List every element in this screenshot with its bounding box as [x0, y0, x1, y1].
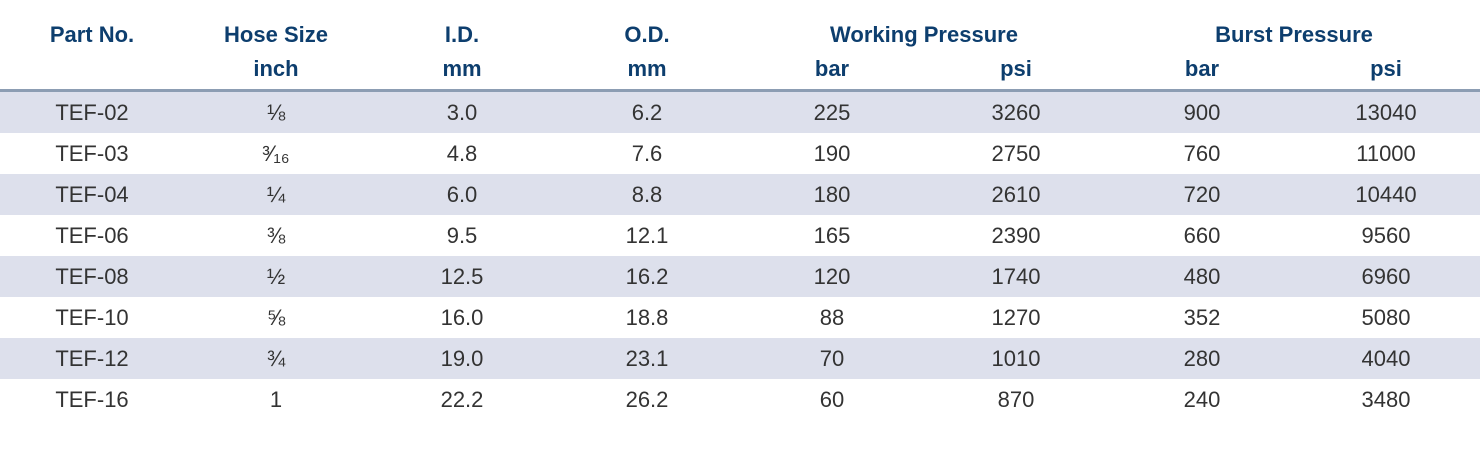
header-working-pressure: Working Pressure: [830, 22, 1018, 47]
cell-id: 22.2: [440, 387, 484, 412]
table-row: TEF-12 ¾ 19.0 23.1 70 1010 280 4040: [0, 338, 1480, 379]
table-row: TEF-04 ¼ 6.0 8.8 180 2610 720 10440: [0, 174, 1480, 215]
header-od-unit: mm: [627, 56, 667, 81]
cell-hose-size: ½: [266, 264, 286, 289]
cell-od: 26.2: [625, 387, 669, 412]
cell-part-no: TEF-04: [55, 182, 129, 207]
cell-od: 12.1: [625, 223, 669, 248]
header-part-no: Part No.: [49, 22, 135, 47]
cell-id: 16.0: [440, 305, 484, 330]
cell-burst-bar: 660: [1183, 223, 1221, 248]
cell-hose-size: ⅛: [266, 100, 286, 125]
cell-hose-size: ⅝: [266, 305, 286, 330]
cell-burst-psi: 6960: [1361, 264, 1411, 289]
cell-hose-size: 1: [269, 387, 283, 412]
cell-id: 3.0: [446, 100, 478, 125]
header-od: O.D.: [624, 22, 670, 47]
cell-working-psi: 2750: [991, 141, 1041, 166]
cell-part-no: TEF-10: [55, 305, 129, 330]
cell-od: 18.8: [625, 305, 669, 330]
cell-working-bar: 60: [819, 387, 845, 412]
cell-hose-size: ⅜: [266, 223, 286, 248]
cell-burst-bar: 240: [1183, 387, 1221, 412]
header-id: I.D.: [444, 22, 480, 47]
cell-working-psi: 1740: [991, 264, 1041, 289]
cell-working-bar: 88: [819, 305, 845, 330]
cell-od: 23.1: [625, 346, 669, 371]
cell-burst-psi: 3480: [1361, 387, 1411, 412]
cell-working-bar: 225: [813, 100, 851, 125]
cell-id: 6.0: [446, 182, 478, 207]
header-id-unit: mm: [442, 56, 482, 81]
cell-burst-bar: 280: [1183, 346, 1221, 371]
cell-burst-bar: 900: [1183, 100, 1221, 125]
cell-burst-bar: 480: [1183, 264, 1221, 289]
cell-od: 16.2: [625, 264, 669, 289]
cell-working-psi: 2390: [991, 223, 1041, 248]
cell-working-bar: 190: [813, 141, 851, 166]
cell-burst-psi: 10440: [1355, 182, 1417, 207]
cell-burst-psi: 11000: [1356, 141, 1416, 166]
cell-od: 6.2: [631, 100, 663, 125]
cell-working-bar: 165: [813, 223, 851, 248]
cell-burst-bar: 760: [1183, 141, 1221, 166]
cell-burst-psi: 5080: [1361, 305, 1411, 330]
cell-part-no: TEF-06: [55, 223, 129, 248]
header-working-psi: psi: [1000, 56, 1032, 81]
cell-burst-psi: 9560: [1361, 223, 1411, 248]
header-burst-psi: psi: [1370, 56, 1402, 81]
cell-burst-psi: 4040: [1361, 346, 1411, 371]
cell-working-psi: 1270: [991, 305, 1041, 330]
header-burst-bar: bar: [1184, 56, 1220, 81]
cell-working-psi: 2610: [991, 182, 1041, 207]
cell-part-no: TEF-03: [55, 141, 129, 166]
cell-id: 9.5: [446, 223, 478, 248]
cell-hose-size: ¾: [266, 346, 286, 371]
table-row: TEF-06 ⅜ 9.5 12.1 165 2390 660 9560: [0, 215, 1480, 256]
header-burst-pressure: Burst Pressure: [1215, 22, 1373, 47]
cell-hose-size: ¼: [266, 182, 286, 207]
cell-id: 4.8: [446, 141, 478, 166]
cell-burst-bar: 352: [1183, 305, 1221, 330]
cell-part-no: TEF-02: [55, 100, 129, 125]
header-divider: [0, 89, 1480, 92]
table-row: TEF-10 ⅝ 16.0 18.8 88 1270 352 5080: [0, 297, 1480, 338]
cell-working-psi: 870: [997, 387, 1035, 412]
header-working-bar: bar: [814, 56, 850, 81]
cell-working-psi: 1010: [991, 346, 1041, 371]
cell-hose-size: ³⁄₁₆: [262, 141, 290, 166]
table-row: TEF-03 ³⁄₁₆ 4.8 7.6 190 2750 760 11000: [0, 133, 1480, 174]
table-row: TEF-08 ½ 12.5 16.2 120 1740 480 6960: [0, 256, 1480, 297]
table-header: Part No. Hose Size inch I.D. mm O.D. mm …: [0, 0, 1480, 92]
cell-burst-psi: 13040: [1355, 100, 1417, 125]
cell-working-bar: 180: [813, 182, 851, 207]
cell-part-no: TEF-16: [55, 387, 129, 412]
cell-od: 8.8: [631, 182, 663, 207]
table-row: TEF-16 1 22.2 26.2 60 870 240 3480: [0, 379, 1480, 420]
cell-od: 7.6: [631, 141, 663, 166]
cell-working-bar: 120: [813, 264, 851, 289]
cell-id: 12.5: [440, 264, 484, 289]
hose-spec-table: Part No. Hose Size inch I.D. mm O.D. mm …: [0, 0, 1480, 412]
table-row: TEF-02 ⅛ 3.0 6.2 225 3260 900 13040: [0, 92, 1480, 133]
cell-working-psi: 3260: [991, 100, 1041, 125]
cell-part-no: TEF-12: [55, 346, 129, 371]
cell-burst-bar: 720: [1183, 182, 1221, 207]
cell-part-no: TEF-08: [55, 264, 129, 289]
header-hose-size: Hose Size: [224, 22, 328, 47]
table-body: TEF-02 ⅛ 3.0 6.2 225 3260 900 13040 TEF-03 ³⁄₁₆ 4.…: [0, 92, 1480, 420]
cell-working-bar: 70: [819, 346, 845, 371]
cell-id: 19.0: [440, 346, 484, 371]
header-hose-size-unit: inch: [253, 56, 299, 81]
